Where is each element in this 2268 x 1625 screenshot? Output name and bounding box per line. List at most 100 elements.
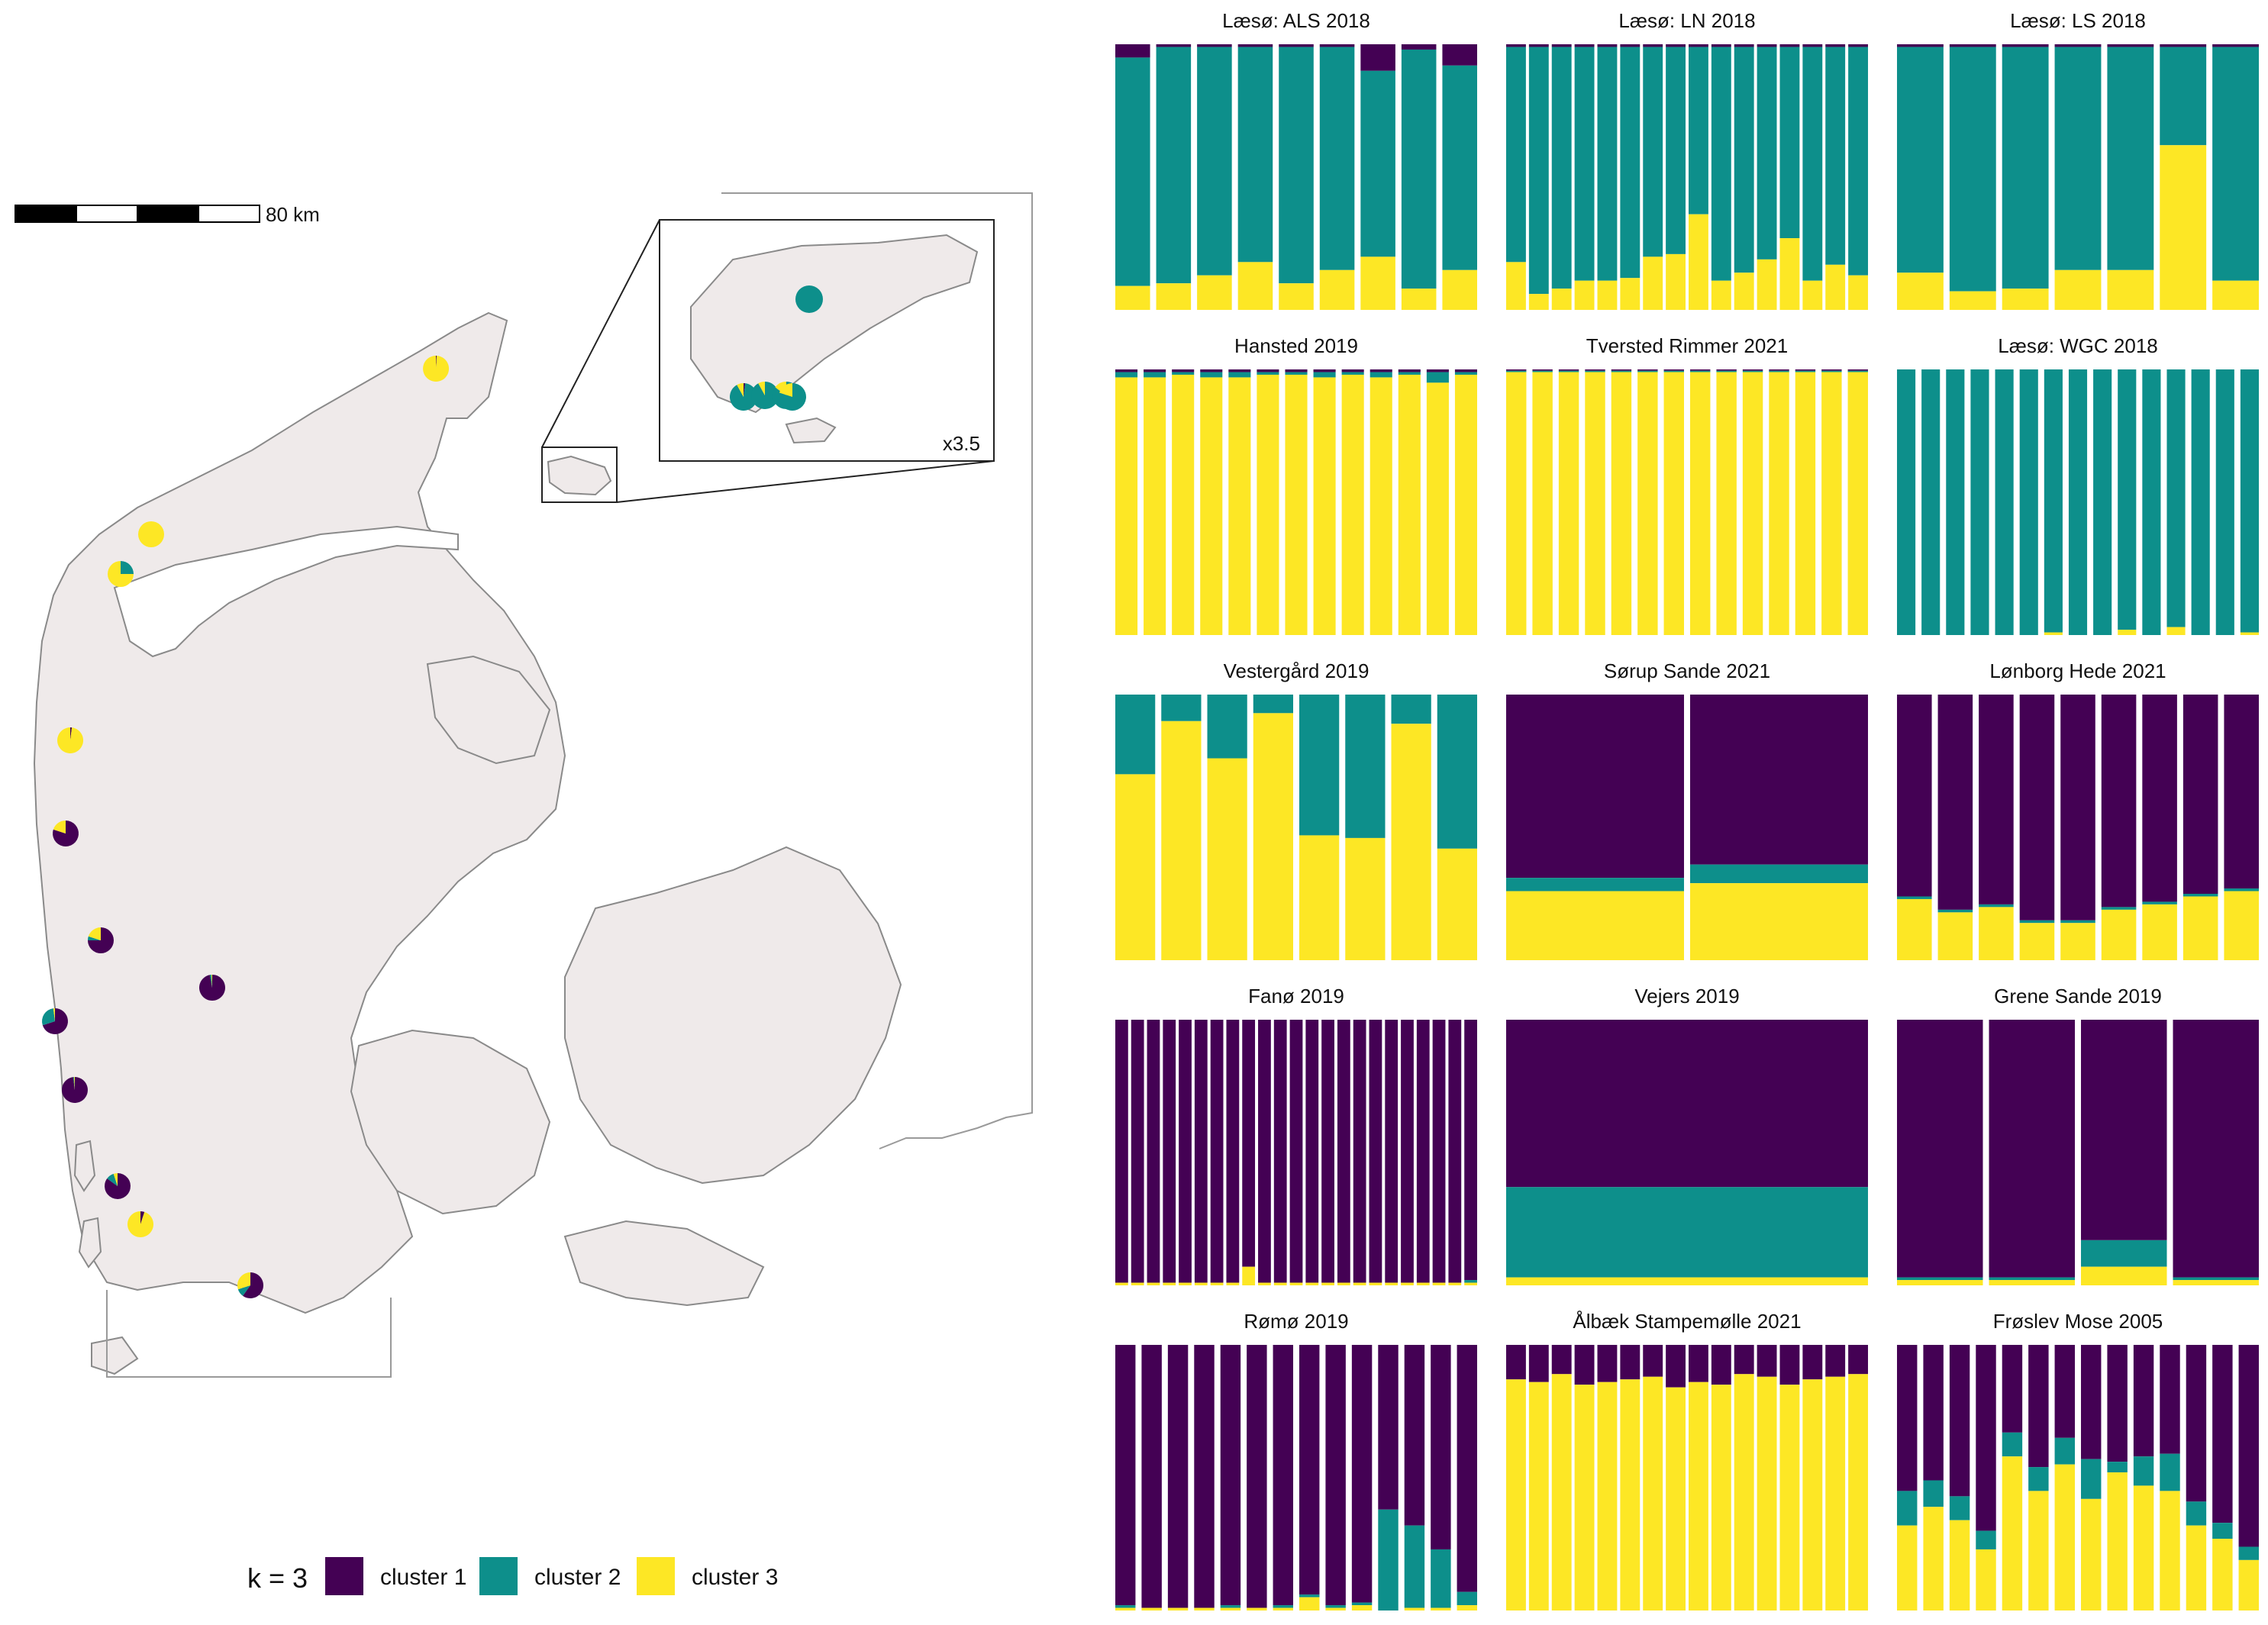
bar-3-cluster-3: [1197, 275, 1232, 310]
bar-1-cluster-2: [1506, 47, 1526, 263]
bar-6-cluster-3: [1620, 1379, 1641, 1610]
bar-14-cluster-2: [1847, 370, 1868, 372]
panel-3: Læsø: LS 2018: [1897, 9, 2259, 310]
bar-10-cluster-1: [1370, 369, 1392, 372]
bar-18-cluster-1: [1385, 1020, 1399, 1283]
bar-5-cluster-3: [1299, 835, 1340, 960]
bar-14-cluster-3: [2238, 1559, 2259, 1610]
bar-14-cluster-2: [1457, 1591, 1477, 1606]
bar-16-cluster-1: [1353, 1020, 1366, 1283]
bar-11-cluster-3: [2160, 1491, 2180, 1610]
bar-5-cluster-3: [2002, 1456, 2023, 1610]
bar-8-cluster-3: [1313, 377, 1336, 635]
bar-2-cluster-1: [1131, 1020, 1144, 1283]
pie-slice-cluster-2: [730, 383, 758, 411]
bar-8-cluster-1: [2081, 1345, 2102, 1459]
bar-9-cluster-1: [1325, 1345, 1346, 1606]
sylt-island: [91, 1336, 139, 1375]
bar-2-cluster-3: [1989, 1280, 2075, 1285]
bar-3-cluster-2: [2081, 1240, 2167, 1267]
bar-5-cluster-1: [1597, 44, 1618, 47]
bar-4-cluster-1: [1200, 369, 1223, 372]
bar-5-cluster-2: [1279, 47, 1314, 284]
bar-2-cluster-2: [1161, 695, 1202, 721]
bar-10-cluster-3: [1370, 377, 1392, 635]
bar-2-cluster-2: [1921, 369, 1941, 635]
bar-4-cluster-2: [1237, 47, 1273, 263]
bar-2-cluster-1: [1528, 44, 1549, 47]
bar-2-cluster-2: [1528, 47, 1549, 295]
bar-3-cluster-1: [1197, 44, 1232, 47]
bar-13-cluster-1: [1779, 44, 1800, 47]
bar-5-cluster-1: [1220, 1345, 1241, 1606]
bar-1-cluster-3: [1897, 898, 1932, 960]
pie-slice-cluster-3: [237, 1272, 250, 1290]
bar-3-cluster-3: [1551, 289, 1572, 310]
bar-2-cluster-3: [1937, 912, 1973, 960]
panel-5: Tversted Rimmer 2021: [1506, 334, 1868, 635]
panel-title: Læsø: ALS 2018: [1222, 9, 1370, 32]
bar-13-cluster-3: [1305, 1282, 1319, 1285]
bar-7-cluster-3: [1643, 1376, 1663, 1610]
bar-1-cluster-1: [1506, 44, 1526, 47]
bar-8-cluster-3: [1437, 848, 1477, 960]
pie-slice-cluster-3: [758, 382, 765, 395]
bar-11-cluster-3: [1734, 1374, 1754, 1610]
bar-5-cluster-3: [1228, 377, 1251, 635]
pie-slice-cluster-3: [108, 561, 134, 587]
bar-6-cluster-2: [2028, 1467, 2049, 1491]
bar-10-cluster-3: [1711, 280, 1731, 310]
bar-4-cluster-1: [1585, 369, 1605, 371]
bar-5-cluster-3: [1597, 1382, 1618, 1610]
pie-slice-cluster-2: [237, 1285, 250, 1296]
bar-13-cluster-2: [2191, 369, 2210, 635]
pie-slice-cluster-1: [198, 975, 225, 1001]
bar-1-cluster-2: [1897, 47, 1944, 273]
bar-13-cluster-2: [1821, 370, 1842, 372]
pie-fr-slev-mose-south-site: [237, 1272, 264, 1298]
bar-5-cluster-2: [2002, 1432, 2023, 1457]
bar-7-cluster-3: [1663, 372, 1684, 635]
bar-1-cluster-3: [1897, 1280, 1983, 1285]
bar-5-cluster-1: [2002, 1345, 2023, 1433]
pie-grene-sande-2019-site: [57, 727, 84, 753]
bar-3-cluster-3: [2081, 1266, 2167, 1285]
bar-8-cluster-3: [2183, 896, 2218, 960]
pie-slice-cluster-3: [53, 1008, 55, 1021]
bar-6-cluster-3: [1247, 1607, 1267, 1610]
bar-6-cluster-2: [1319, 47, 1355, 270]
bar-23-cluster-3: [1464, 1282, 1477, 1285]
laeso-inset-islet: [785, 417, 837, 444]
bar-3-cluster-2: [1207, 695, 1247, 759]
bar-9-cluster-2: [1341, 372, 1364, 375]
bar-4-cluster-3: [1253, 713, 1293, 960]
bar-7-cluster-2: [2212, 47, 2259, 281]
bar-7-cluster-1: [1210, 1020, 1224, 1283]
bar-2-cluster-1: [1937, 695, 1973, 910]
bar-4-cluster-1: [1574, 1345, 1595, 1385]
bar-14-cluster-3: [1802, 1379, 1823, 1610]
laeso-small-island: [547, 455, 612, 496]
bar-10-cluster-1: [1711, 1345, 1731, 1385]
bar-13-cluster-1: [1454, 369, 1477, 372]
bar-3-cluster-2: [1197, 47, 1232, 276]
pie-r-m-2019-site: [105, 1173, 131, 1200]
bar-6-cluster-1: [1620, 1345, 1641, 1380]
bar-3-cluster-2: [1551, 47, 1572, 289]
bar-4-cluster-3: [1976, 1549, 1996, 1610]
bar-11-cluster-1: [1734, 1345, 1754, 1375]
bar-13-cluster-2: [1779, 47, 1800, 239]
bar-2-cluster-2: [1532, 370, 1553, 372]
bar-11-cluster-1: [1769, 369, 1789, 371]
bar-7-cluster-3: [1285, 374, 1308, 635]
bar-8-cluster-3: [2081, 1498, 2102, 1610]
bar-12-cluster-3: [2186, 1525, 2207, 1610]
bar-8-cluster-1: [1226, 1020, 1240, 1283]
panel-title: Lønborg Hede 2021: [1989, 659, 2166, 682]
bar-4-cluster-3: [1237, 262, 1273, 310]
bar-7-cluster-2: [1391, 695, 1431, 724]
panel-9: Lønborg Hede 2021: [1897, 659, 2259, 960]
bar-11-cluster-3: [1769, 372, 1789, 635]
bar-3-cluster-1: [2002, 44, 2049, 47]
bar-3-cluster-1: [1979, 695, 2014, 904]
